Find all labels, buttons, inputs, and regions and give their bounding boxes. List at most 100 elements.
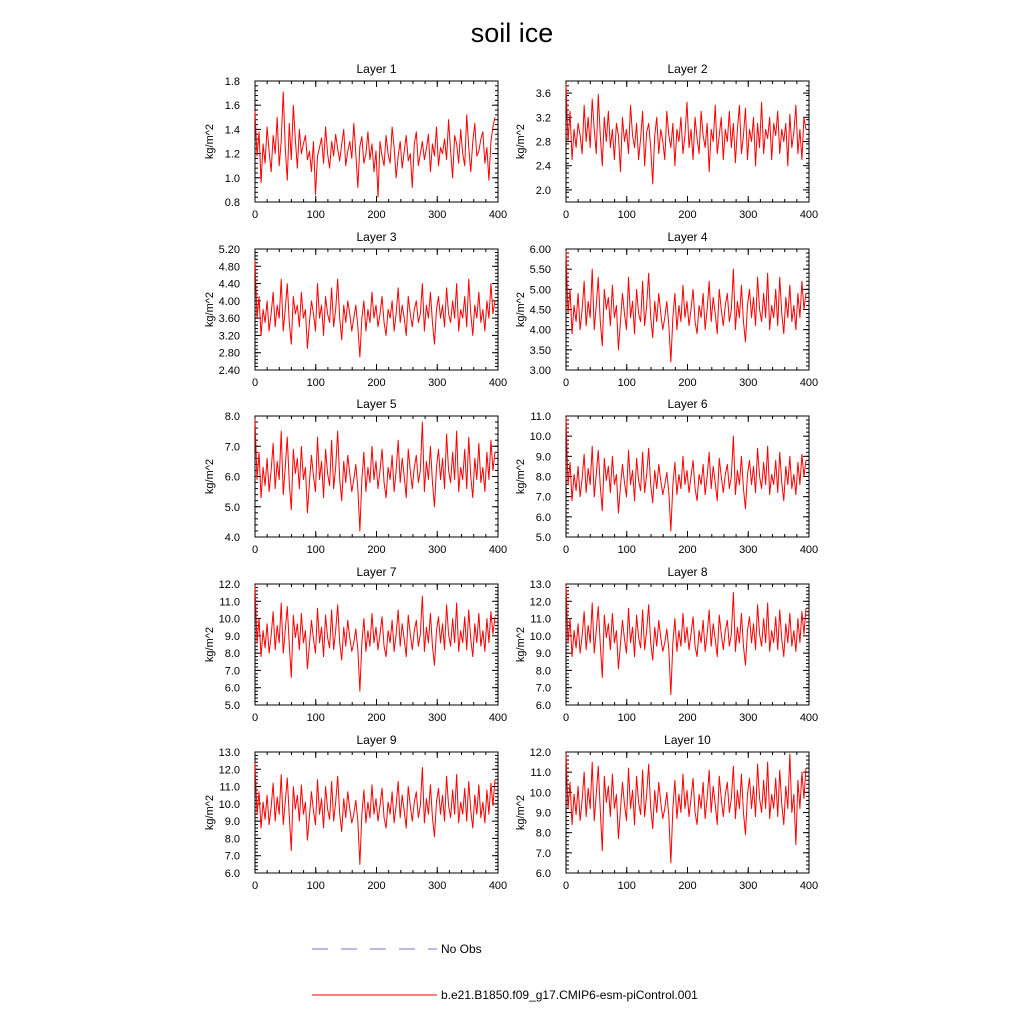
panel-title: Layer 5 [356,397,396,411]
y-tick-label: 8.0 [225,648,240,660]
x-tick-label: 200 [678,712,696,724]
x-tick-label: 0 [252,209,258,221]
y-tick-label: 11.0 [219,596,240,608]
y-tick-label: 3.50 [530,345,551,357]
x-tick-label: 300 [739,544,757,556]
x-tick-label: 100 [307,377,325,389]
y-tick-label: 9.0 [536,648,551,660]
y-tick-label: 7.0 [225,665,240,677]
x-tick-label: 400 [489,377,507,389]
x-tick-label: 300 [428,544,446,556]
panel-title: Layer 2 [667,62,707,76]
panel-title: Layer 4 [667,230,707,244]
plot-frame [254,751,499,874]
y-tick-label: 5.50 [530,264,551,276]
x-tick-label: 0 [563,880,569,892]
y-tick-label: 6.0 [536,512,551,524]
series-line [565,418,807,532]
y-axis-label: kg/m^2 [515,292,527,327]
x-tick-label: 200 [678,880,696,892]
x-tick-label: 300 [428,209,446,221]
x-tick-label: 400 [800,880,818,892]
y-axis-label: kg/m^2 [204,795,216,830]
x-tick-label: 400 [489,712,507,724]
y-axis-label: kg/m^2 [204,627,216,662]
panels-container: Layer 1 kg/m^2 0 100 200 300 400 0.8 1.0 1.2 1.4 1.… [204,62,818,892]
legend-label-model: b.e21.B1850.f09_g17.CMIP6-esm-piControl.… [441,988,698,1002]
y-tick-label: 11.0 [530,614,551,626]
x-tick-label: 300 [739,377,757,389]
x-tick-label: 0 [252,377,258,389]
y-tick-label: 7.0 [536,683,551,695]
y-tick-label: 10.0 [530,787,551,799]
y-tick-label: 9.0 [225,816,240,828]
panel-title: Layer 3 [356,230,396,244]
panel-title: Layer 8 [667,565,707,579]
panel-title: Layer 7 [356,565,396,579]
x-tick-label: 100 [618,377,636,389]
x-tick-label: 400 [489,880,507,892]
y-tick-label: 5.0 [225,502,240,514]
y-tick-label: 8.0 [536,472,551,484]
y-tick-label: 2.80 [219,348,240,360]
x-tick-label: 200 [367,209,385,221]
panel-layer-9: Layer 9 kg/m^2 0 100 200 300 400 6.0 7.0 8.0 9.0 10… [204,733,507,892]
series-line [254,585,496,692]
series-line [565,753,807,864]
x-tick-label: 300 [428,377,446,389]
x-tick-label: 400 [489,209,507,221]
y-tick-label: 6.00 [530,244,551,256]
y-tick-label: 9.0 [536,808,551,820]
x-tick-label: 0 [563,712,569,724]
y-tick-label: 0.8 [225,197,240,209]
y-axis-label: kg/m^2 [204,124,216,159]
y-axis-label: kg/m^2 [515,124,527,159]
x-tick-label: 100 [307,209,325,221]
y-tick-label: 6.0 [225,868,240,880]
x-tick-label: 200 [367,880,385,892]
series-line [254,762,496,865]
y-tick-label: 1.4 [225,124,240,136]
x-tick-label: 0 [563,209,569,221]
y-tick-label: 3.60 [219,313,240,325]
y-tick-label: 4.50 [530,305,551,317]
x-tick-label: 0 [252,712,258,724]
y-tick-label: 11.0 [219,782,240,794]
y-tick-label: 10.0 [219,614,240,626]
panel-title: Layer 9 [356,733,396,747]
x-tick-label: 400 [800,209,818,221]
y-tick-label: 7.0 [225,441,240,453]
x-tick-label: 200 [678,377,696,389]
y-tick-label: 6.0 [536,700,551,712]
plot-frame [565,583,810,706]
y-tick-label: 6.0 [536,868,551,880]
y-tick-label: 12.0 [219,764,240,776]
legend-label-no-obs: No Obs [441,942,482,956]
y-axis-label: kg/m^2 [515,795,527,830]
y-tick-label: 3.6 [536,88,551,100]
x-tick-label: 400 [800,544,818,556]
y-tick-label: 8.0 [536,828,551,840]
y-tick-label: 11.0 [530,411,551,423]
main-title: soil ice [471,18,554,48]
y-tick-label: 6.0 [225,683,240,695]
plot-frame [565,751,810,874]
y-tick-label: 8.0 [536,665,551,677]
y-tick-label: 7.0 [225,851,240,863]
x-tick-label: 100 [307,544,325,556]
x-tick-label: 300 [428,880,446,892]
y-tick-label: 12.0 [530,596,551,608]
y-tick-label: 6.0 [225,472,240,484]
x-tick-label: 400 [800,712,818,724]
y-axis-label: kg/m^2 [515,459,527,494]
y-tick-label: 13.0 [530,579,551,591]
y-tick-label: 4.40 [219,279,240,291]
x-tick-label: 400 [489,544,507,556]
series-line [254,419,496,532]
panel-layer-6: Layer 6 kg/m^2 0 100 200 300 400 5.0 6.0 7.0 8.0 9.… [515,397,818,556]
y-tick-label: 1.8 [225,76,240,88]
x-tick-label: 400 [800,377,818,389]
y-tick-label: 5.0 [536,532,551,544]
series-line [254,259,496,358]
